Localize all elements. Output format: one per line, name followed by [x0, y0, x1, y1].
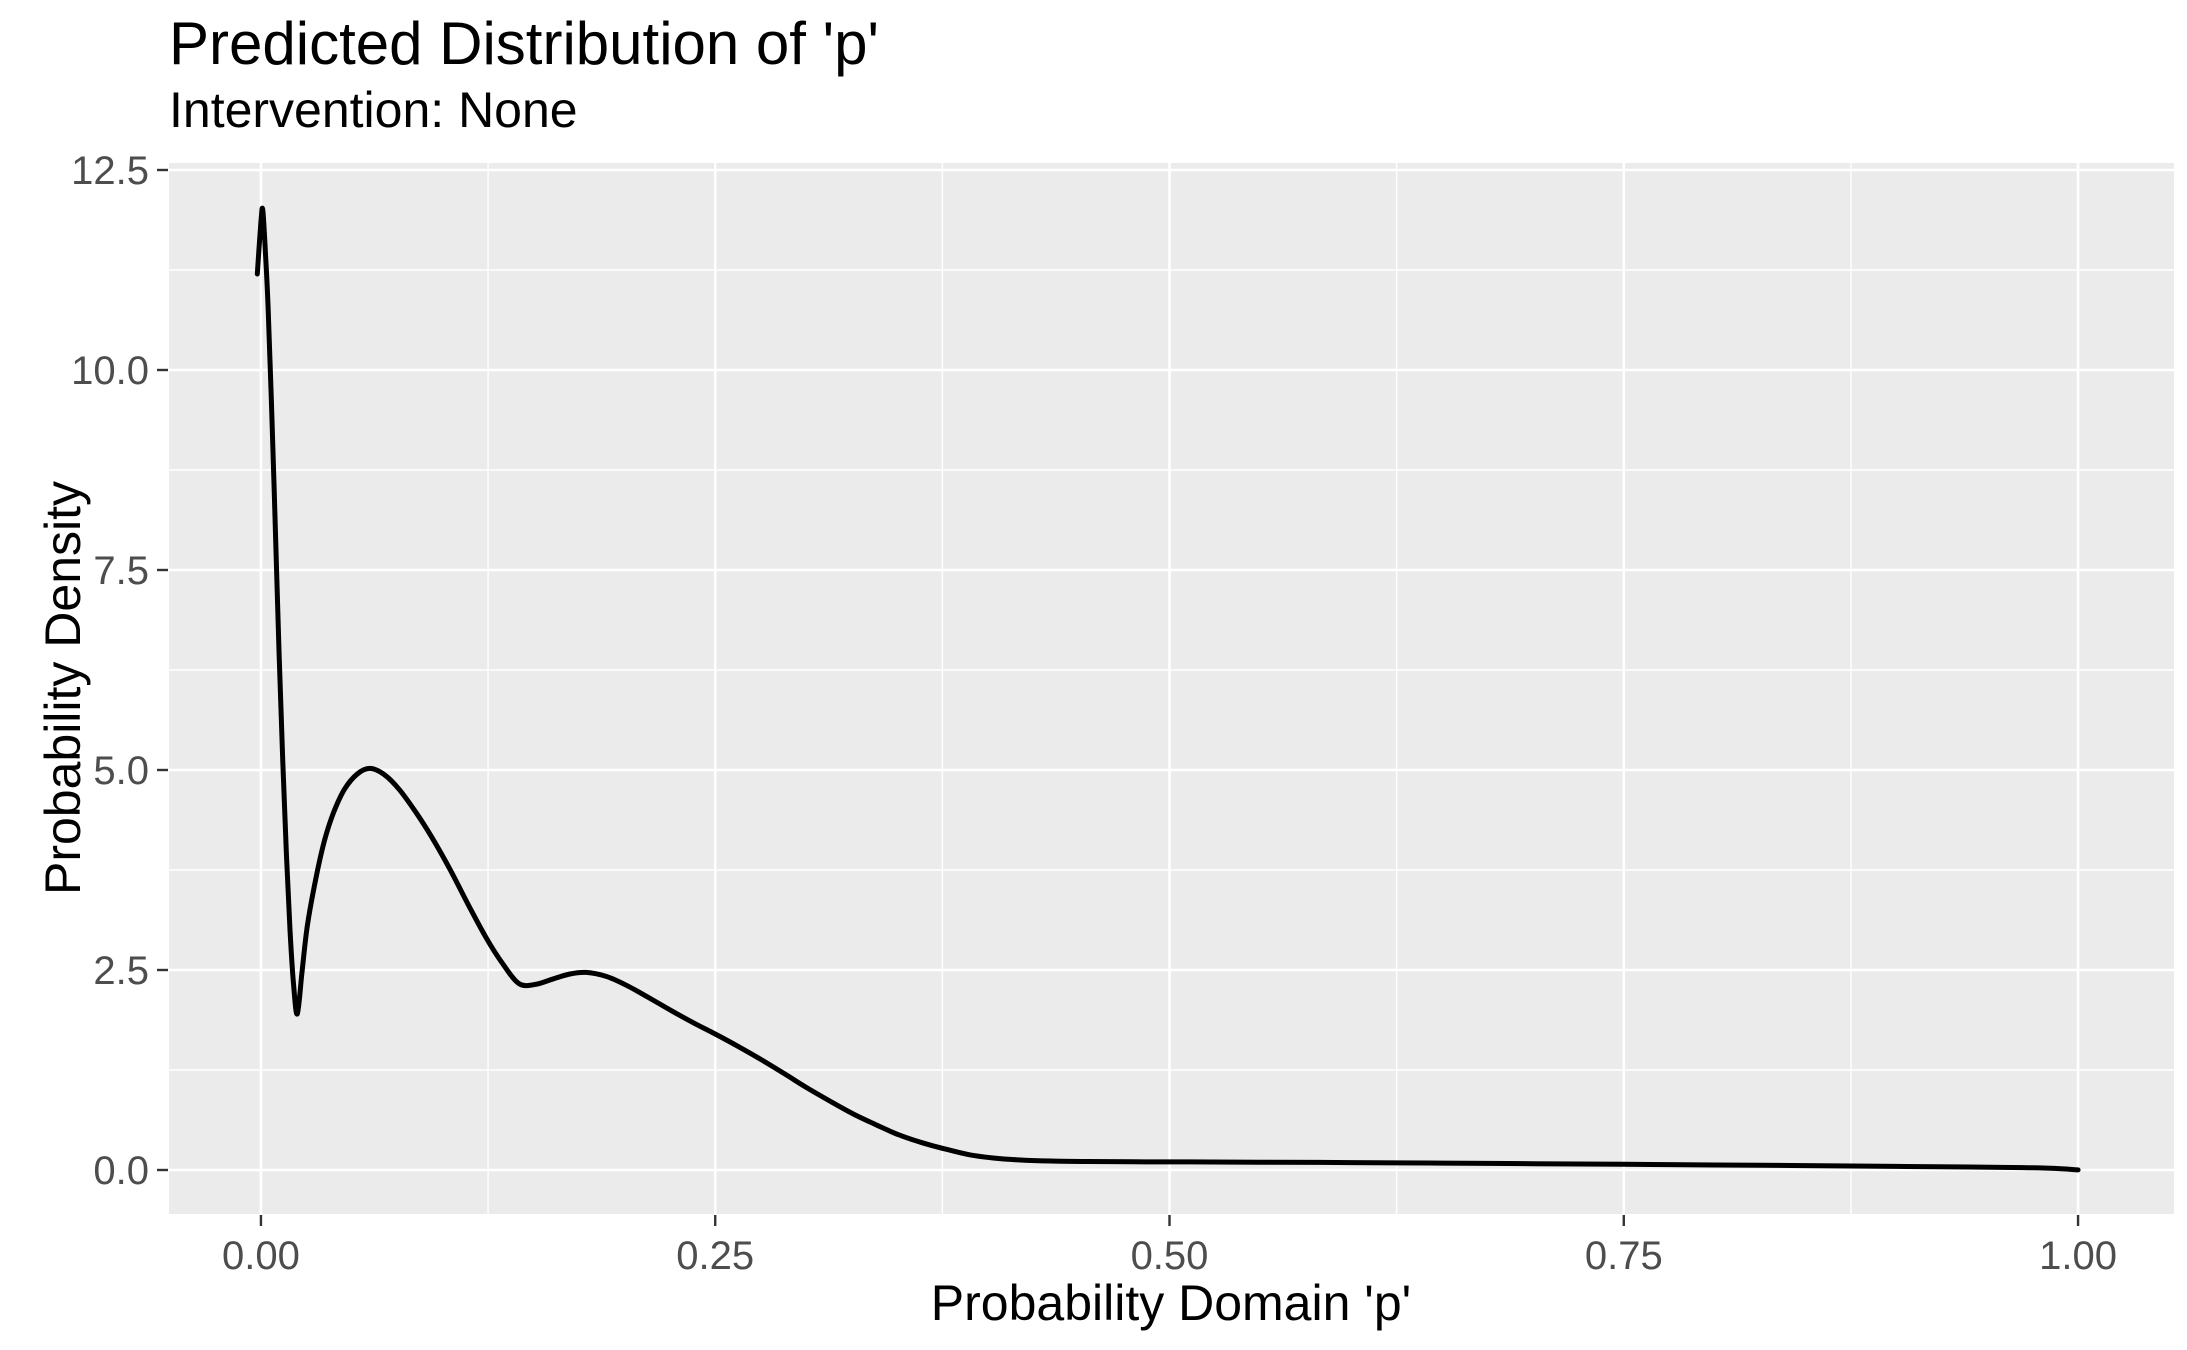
x-axis-tick-labels: 0.00 0.25 0.50 0.75 1.00 [222, 1234, 2117, 1278]
y-axis-title: Probability Density [35, 481, 91, 895]
x-tick-label: 0.00 [222, 1234, 300, 1278]
minor-gridlines [169, 163, 2174, 1214]
plot-title: Predicted Distribution of 'p' [169, 10, 879, 77]
x-tick-label: 0.25 [676, 1234, 754, 1278]
x-axis-title: Probability Domain 'p' [931, 1275, 1411, 1331]
y-tick-label: 2.5 [93, 949, 149, 993]
axis-tick-marks [157, 168, 2080, 1226]
y-tick-label: 5.0 [93, 749, 149, 793]
y-tick-label: 12.5 [71, 149, 149, 193]
x-tick-label: 1.00 [2039, 1234, 2117, 1278]
x-tick-label: 0.50 [1131, 1234, 1209, 1278]
plot-subtitle: Intervention: None [169, 82, 578, 138]
y-tick-label: 0.0 [93, 1149, 149, 1193]
density-curve [254, 205, 2081, 1173]
y-axis-tick-labels: 0.0 2.5 5.0 7.5 10.0 12.5 [71, 149, 149, 1193]
major-gridlines [169, 163, 2174, 1214]
x-tick-label: 0.75 [1585, 1234, 1663, 1278]
y-tick-label: 10.0 [71, 349, 149, 393]
y-tick-label: 7.5 [93, 549, 149, 593]
plot-panel [169, 163, 2174, 1214]
